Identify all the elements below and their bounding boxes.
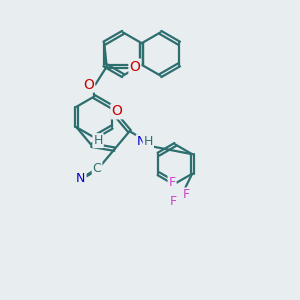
- Text: N: N: [76, 172, 86, 185]
- Text: O: O: [130, 60, 140, 74]
- Text: H: H: [144, 135, 153, 148]
- Text: F: F: [170, 195, 177, 208]
- Text: O: O: [83, 78, 94, 92]
- Text: H: H: [93, 134, 103, 147]
- Text: F: F: [169, 176, 176, 189]
- Text: O: O: [111, 104, 122, 118]
- Text: N: N: [137, 135, 146, 148]
- Text: C: C: [93, 162, 101, 175]
- Text: F: F: [183, 188, 190, 201]
